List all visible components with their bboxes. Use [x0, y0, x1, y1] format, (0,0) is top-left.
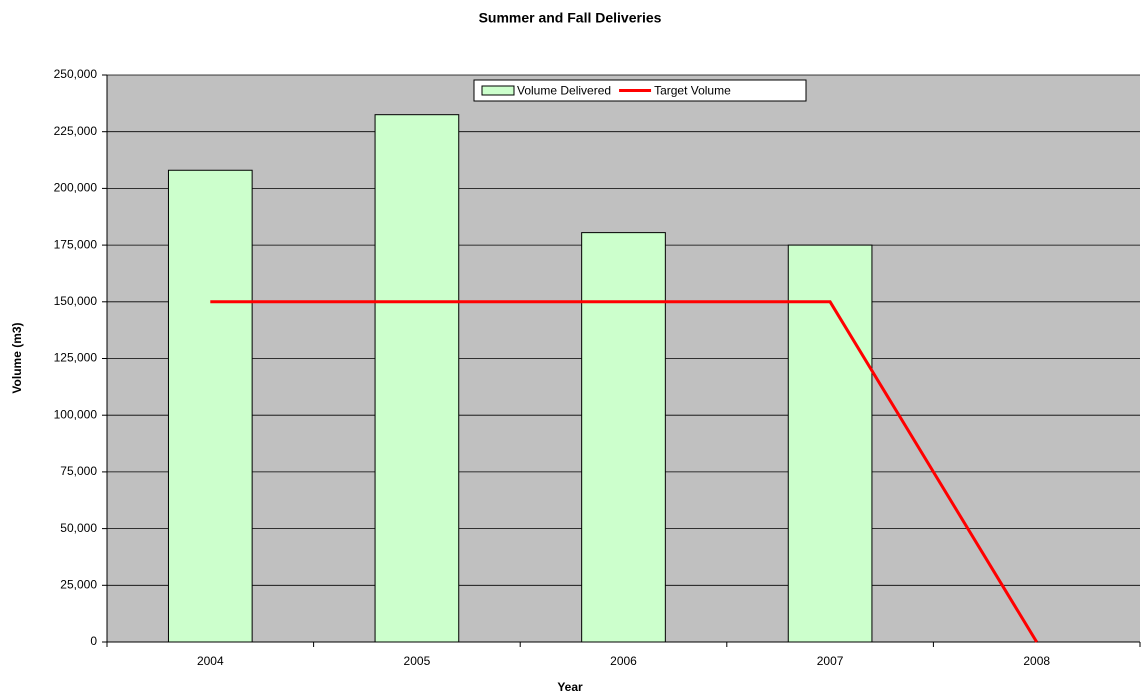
- bar: [581, 232, 666, 643]
- bar: [374, 114, 460, 643]
- y-tick-label: 100,000: [54, 407, 98, 421]
- x-tick-label: 2006: [610, 654, 637, 668]
- bar: [787, 244, 873, 643]
- x-tick-label: 2008: [1023, 654, 1050, 668]
- bar: [167, 169, 253, 643]
- line: [210, 300, 1038, 643]
- x-tick-label: 2004: [197, 654, 224, 668]
- chart-title: Summer and Fall Deliveries: [479, 10, 662, 26]
- y-tick-label: 200,000: [54, 181, 98, 195]
- legend: Volume Delivered Target Volume: [473, 79, 807, 102]
- legend-label: Target Volume: [654, 84, 731, 98]
- y-tick-label: 75,000: [60, 464, 97, 478]
- legend-swatch: [481, 85, 515, 96]
- y-tick-label: 0: [90, 634, 97, 648]
- y-tick-label: 125,000: [54, 351, 98, 365]
- x-tick-label: 2005: [404, 654, 431, 668]
- y-axis-title: Volume (m3): [10, 322, 24, 393]
- y-tick-label: 150,000: [54, 294, 98, 308]
- y-tick-label: 25,000: [60, 577, 97, 591]
- legend-label: Volume Delivered: [517, 84, 611, 98]
- y-tick-label: 225,000: [54, 124, 98, 138]
- x-axis-title: Year: [557, 680, 583, 694]
- y-tick-label: 50,000: [60, 521, 97, 535]
- y-tick-label: 175,000: [54, 237, 98, 251]
- y-tick-label: 250,000: [54, 67, 98, 81]
- x-tick-label: 2007: [817, 654, 844, 668]
